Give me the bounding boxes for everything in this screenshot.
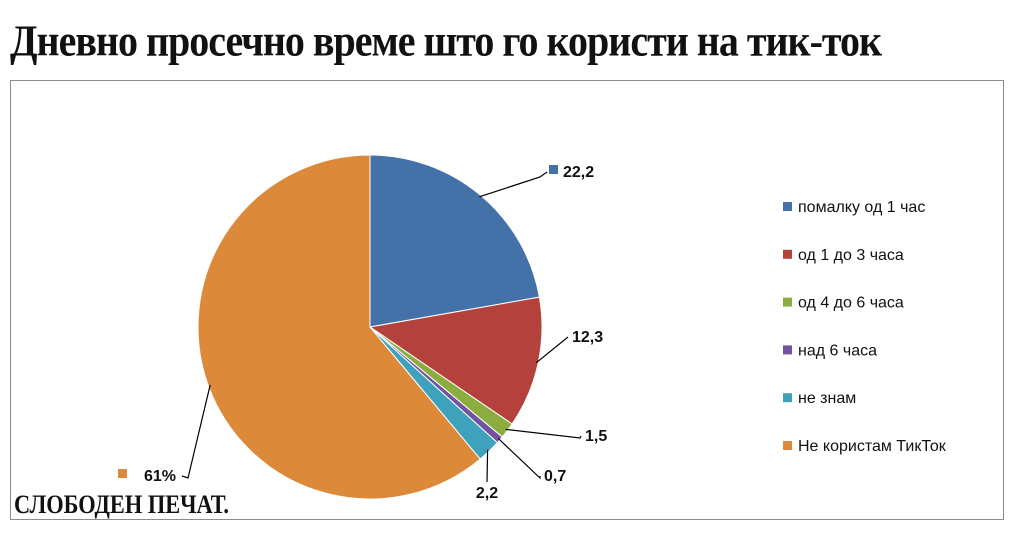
legend-label-од-1-до-3-часа: од 1 до 3 часа [798,247,904,264]
data-label-помалку-од-1-час: 22,2 [563,164,594,181]
legend-swatch-од-4-до-6-часа [783,297,792,307]
pie-slice-помалку-од-1-час [369,154,540,328]
data-label-marker-не-користам-тикток [118,469,127,478]
legend-swatch-помалку-од-1-час [783,202,792,211]
legend-label-од-4-до-6-часа: од 4 до 6 часа [798,295,904,312]
leader-line-помалку-од-1-час [479,171,548,198]
data-label-од-4-до-6-часа: 1,5 [585,428,607,445]
leader-line-не-знам [486,449,489,483]
data-label-од-1-до-3-часа: 12,3 [572,329,603,346]
leader-line-од-1-до-3-часа [535,336,569,364]
legend-swatch-не-знам [783,393,792,403]
data-labels: 22,2 12,3 1,5 0,7 2,2 61% [118,164,607,502]
data-label-не-користам-тикток: 61% [144,468,176,485]
leader-line-не-користам-тикток [181,384,211,479]
pie-slices [197,154,543,500]
legend-label-не-користам-тикток: Не користам ТикТок [798,438,947,455]
leader-line-од-4-до-6-часа [505,428,582,439]
legend-label-над-6-часа: над 6 часа [798,342,877,359]
legend: помалку од 1 час од 1 до 3 часа од 4 до 6 … [783,199,947,455]
legend-swatch-не-користам-тикток [783,441,792,450]
pie-slice-не-користам-тикток [197,154,481,500]
legend-label-не-знам: не знам [798,390,856,407]
data-label-над-6-часа: 0,7 [544,468,566,485]
source-logo: СЛОБОДЕН ПЕЧАТ. [14,490,229,519]
chart-frame [10,80,1004,520]
data-label-marker-помалку-од-1-час [549,165,558,174]
legend-label-помалку-од-1-час: помалку од 1 час [798,199,925,216]
pie-slice-од-1-до-3-часа [368,296,543,425]
leader-lines [181,171,582,483]
data-label-не-знам: 2,2 [476,485,498,502]
legend-swatch-од-1-до-3-часа [783,249,792,259]
chart-title: Дневно просечно време што го користи на … [10,15,882,66]
leader-line-над-6-часа [497,438,541,480]
legend-swatch-над-6-часа [783,345,792,355]
